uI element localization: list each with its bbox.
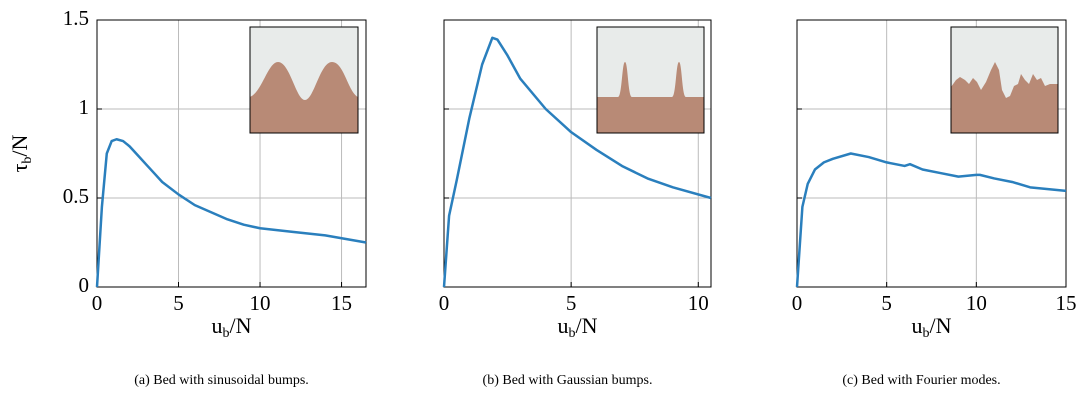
- inset-a: [249, 26, 359, 134]
- axis-label-part: b: [223, 326, 230, 341]
- y-tick-label: 1.5: [63, 6, 89, 30]
- y-tick-label: 1: [79, 95, 90, 119]
- axis-label-part: /N: [576, 313, 598, 338]
- axis-label-part: /N: [7, 134, 32, 156]
- data-line: [95, 138, 367, 288]
- x-tick-label: 0: [439, 291, 450, 315]
- caption: (c) Bed with Fourier modes.: [842, 373, 1000, 388]
- axes-frame: [96, 19, 367, 288]
- x-tick-label: 5: [881, 291, 892, 315]
- axis-label-part: u: [558, 313, 569, 338]
- inset-bed: [951, 62, 1058, 133]
- inset-frame: [596, 26, 705, 134]
- x-tick-label: 15: [331, 291, 352, 315]
- y-tick-label: 0: [79, 273, 90, 297]
- data-line: [442, 36, 712, 288]
- x-tick-label: 10: [966, 291, 987, 315]
- axis-label: ub/N: [212, 313, 252, 341]
- inset-c: [950, 26, 1059, 134]
- inset-frame: [950, 26, 1059, 134]
- panel: 0 5 10 ub/N (b) Bed with Gaussian bumps.: [439, 19, 712, 388]
- axis-label: ub/N: [912, 313, 952, 341]
- axis-label-part: /N: [930, 313, 952, 338]
- axis-label-part: b: [923, 326, 930, 341]
- axis-label-part: τ: [7, 163, 32, 172]
- x-tick-label: 0: [792, 291, 803, 315]
- axis-label: ub/N: [558, 313, 598, 341]
- inset-bed: [597, 62, 704, 133]
- x-tick-label: 0: [92, 291, 103, 315]
- x-tick-label: 15: [1056, 291, 1077, 315]
- axes-frame: [796, 19, 1067, 288]
- axis-label-part: /N: [230, 313, 252, 338]
- axis-label-part: u: [912, 313, 923, 338]
- x-tick-label: 10: [688, 291, 709, 315]
- axis-label-part: b: [20, 157, 35, 164]
- axis-label-part: u: [212, 313, 223, 338]
- x-tick-label: 10: [250, 291, 271, 315]
- panel: 0 5 10 15 ub/N (c) Bed with Fourier modes.: [792, 19, 1077, 388]
- inset-frame: [249, 26, 359, 134]
- caption: (b) Bed with Gaussian bumps.: [483, 373, 653, 388]
- x-tick-label: 5: [566, 291, 577, 315]
- caption: (a) Bed with sinusoidal bumps.: [134, 373, 309, 388]
- axis-label: τb/N: [7, 134, 35, 172]
- x-tick-label: 5: [173, 291, 184, 315]
- axis-label-part: b: [569, 326, 576, 341]
- inset-b: [596, 26, 705, 134]
- y-tick-label: 0.5: [63, 184, 89, 208]
- inset-bed: [250, 62, 358, 133]
- data-line: [795, 152, 1067, 288]
- axes-frame: [443, 19, 712, 288]
